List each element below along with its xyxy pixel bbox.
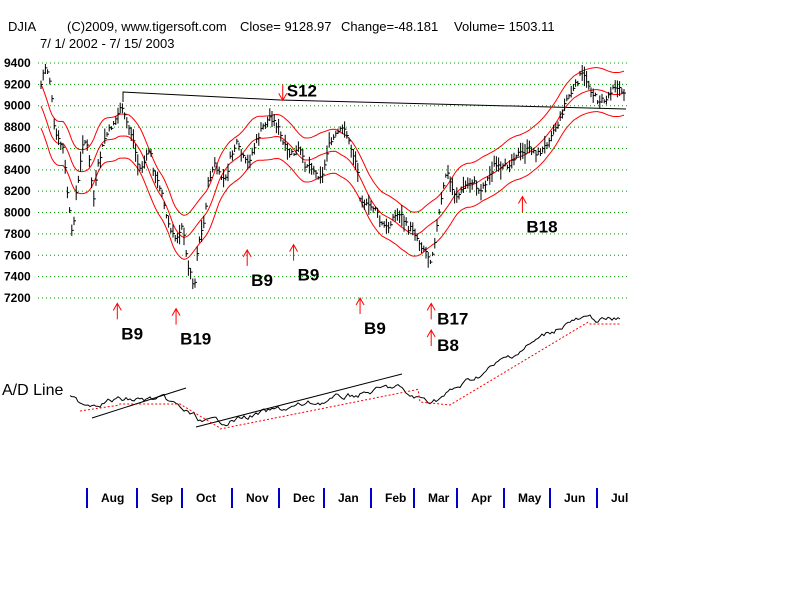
y-tick-label: 7600 [4,248,31,262]
signal-label: B9 [121,324,143,343]
month-label: Jun [564,491,585,505]
month-label: Aug [101,491,124,505]
y-tick-label: 8600 [4,141,31,155]
y-tick-label: 7800 [4,227,31,241]
month-label: May [518,491,542,505]
buy-signal-arrow [242,248,252,266]
month-axis: Aug Sep Oct Nov Dec Jan Feb Mar Apr May Jun Jul [86,488,628,508]
ad-trendline [195,373,403,428]
month-label: Jan [338,491,359,505]
y-tick-label: 9000 [4,99,31,113]
y-tick-label: 7200 [4,291,31,305]
buy-signal-arrow [289,243,299,261]
trendlines [122,91,627,110]
buy-signal-arrow [426,302,436,320]
y-tick-label: 7400 [4,270,31,284]
lower-band [40,111,625,260]
ad-moving-average [79,321,620,430]
price-bars [40,63,626,290]
y-tick-label: 8800 [4,120,31,134]
month-label: Sep [151,491,173,505]
signal-label: B18 [526,218,557,237]
y-tick-label: 9200 [4,77,31,91]
price-grid [38,62,630,299]
ad-line [69,314,621,427]
symbol-label: DJIA [8,19,37,34]
buy-signal-arrow [171,307,181,325]
month-label: Feb [385,491,406,505]
month-label: Oct [196,491,216,505]
resistance-trendline [122,91,627,110]
month-label: Mar [428,491,450,505]
upper-band [40,67,625,216]
signal-label: S12 [287,81,317,100]
signal-label: B9 [251,271,273,290]
month-label: Dec [293,491,315,505]
y-axis-ticks: 9400 9200 9000 8800 8600 8400 8200 8000 7800 7600… [4,56,31,305]
ad-line-panel [69,314,621,430]
copyright-label: (C)2009, www.tigersoft.com [67,19,227,34]
signal-label: B8 [437,336,459,355]
ad-trendline [91,387,187,419]
sell-signal-arrow [278,84,288,102]
buy-signal-arrow [355,296,365,314]
signal-label: B19 [180,330,211,349]
close-label: Close= 9128.97 [240,19,331,34]
buy-signal-arrow [426,329,436,347]
signal-label: B9 [298,266,320,285]
date-range-label: 7/ 1/ 2002 - 7/ 15/ 2003 [40,36,174,51]
y-tick-label: 9400 [4,56,31,70]
y-tick-label: 8200 [4,184,31,198]
y-tick-label: 8000 [4,206,31,220]
change-label: Change=-48.181 [341,19,438,34]
signal-label: B9 [364,319,386,338]
volume-label: Volume= 1503.11 [454,19,555,34]
y-tick-label: 8400 [4,163,31,177]
signals: S12 B9 B19 B9 B9 B9 B17 B8 B18 [112,81,558,355]
ad-line-label: A/D Line [2,382,63,399]
signal-label: B17 [437,309,468,328]
month-label: Apr [471,491,492,505]
middle-band [40,89,625,238]
month-label: Nov [246,491,269,505]
buy-signal-arrow [517,195,527,213]
buy-signal-arrow [112,302,122,320]
month-label: Jul [611,491,628,505]
